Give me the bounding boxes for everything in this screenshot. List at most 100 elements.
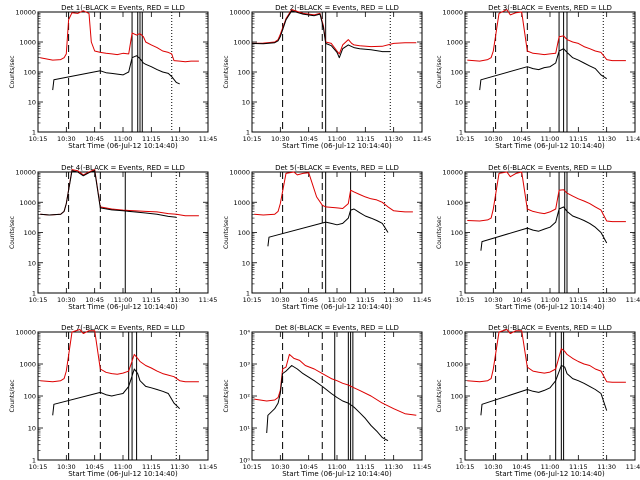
x-tick-label: 10:15 [456,296,475,304]
x-tick-label: 11:00 [114,135,133,143]
x-tick-label: 10:30 [271,463,290,471]
y-tick-label: 100 [451,393,463,401]
plot-frame [251,11,423,133]
y-tick-label: 10 [242,99,250,107]
events-series-line [251,10,391,59]
panel-title: Det 7(-BLACK = Events, RED = LLD [61,324,185,332]
panel-title: Det 9(-BLACK = Events, RED = LLD [488,324,612,332]
x-axis-label: Start Time (06-Jul-12 10:14:40) [282,142,392,150]
lld-series-line [40,329,199,383]
lld-series-line [254,353,417,416]
y-tick-label: 100 [24,229,36,237]
detector-panel: 1 10 100 1000 10000 10:15 10:30 10:45 11:00 11:15… [9,324,217,478]
y-axis-label: Counts/sec [436,216,443,249]
x-tick-label: 11:45 [199,463,218,471]
x-tick-label: 10:30 [57,296,76,304]
panel-title: Det 6(-BLACK = Events, RED = LLD [488,164,612,172]
x-tick-label: 11:15 [356,296,375,304]
y-tick-label: 1000 [446,199,463,207]
panel-title: Det 8(-BLACK = Events, RED = LLD [275,324,399,332]
x-tick-label: 11:30 [170,463,189,471]
x-tick-label: 11:30 [170,135,189,143]
x-tick-label: 10:15 [29,296,48,304]
y-axis-label: Counts/sec [436,379,443,412]
x-tick-label: 11:15 [356,135,375,143]
panel-title: Det 5(-BLACK = Events, RED = LLD [275,164,399,172]
y-axis-label: Counts/sec [9,216,16,249]
y-tick-label: 10000 [442,9,463,17]
y-tick-label: 1000 [19,361,36,369]
lld-series-line [40,169,199,217]
x-axis-label: Start Time (06-Jul-12 10:14:40) [282,303,392,311]
y-tick-label: 10 [28,425,36,433]
events-series-line [266,365,389,442]
x-tick-label: 11:00 [114,296,133,304]
events-series-line [479,48,607,91]
y-tick-label: 10¹ [239,425,250,433]
x-tick-label: 11:45 [413,135,432,143]
x-tick-label: 10:45 [85,135,104,143]
y-tick-label: 1 [459,457,463,465]
y-tick-label: 10000 [15,329,36,337]
x-tick-label: 10:30 [484,296,503,304]
y-tick-label: 10000 [15,9,36,17]
x-tick-label: 10:45 [299,296,318,304]
y-tick-label: 1 [459,129,463,137]
y-tick-label: 1 [459,290,463,298]
plot-frame [37,331,209,461]
x-tick-label: 11:00 [541,135,560,143]
y-tick-label: 1 [246,290,250,298]
y-axis-label: Counts/sec [9,379,16,412]
y-tick-label: 1 [32,457,36,465]
x-tick-label: 10:30 [57,463,76,471]
x-tick-label: 10:15 [243,296,262,304]
x-axis-label: Start Time (06-Jul-12 10:14:40) [282,470,392,478]
plot-frame [464,171,636,294]
x-tick-label: 10:15 [29,135,48,143]
y-tick-label: 10⁴ [239,329,250,337]
x-tick-label: 11:45 [413,296,432,304]
y-tick-label: 10 [455,259,463,267]
events-series-line [480,365,608,416]
detector-panel: 1 10 100 1000 10000 10:15 10:30 10:45 11:00 11:15… [223,4,431,150]
panel-title: Det 4(-BLACK = Events, RED = LLD [61,164,185,172]
y-tick-label: 1 [32,290,36,298]
y-tick-label: 100 [238,229,250,237]
events-series-line [267,208,389,247]
x-tick-label: 11:15 [569,135,588,143]
plot-frame [251,171,423,294]
events-series-line [52,368,181,416]
y-tick-label: 10 [455,99,463,107]
y-tick-label: 100 [24,69,36,77]
y-tick-label: 10 [28,259,36,267]
lld-series-line [467,9,626,62]
y-tick-label: 10 [28,99,36,107]
y-tick-label: 100 [24,393,36,401]
plot-frame [251,331,423,461]
x-tick-label: 10:15 [243,463,262,471]
x-tick-label: 10:45 [85,296,104,304]
y-tick-label: 1000 [233,39,250,47]
y-tick-label: 10000 [229,169,250,177]
y-tick-label: 1000 [19,199,36,207]
x-tick-label: 11:30 [170,296,189,304]
y-tick-label: 1000 [233,199,250,207]
x-tick-label: 11:00 [114,463,133,471]
events-series-line [52,55,180,91]
x-tick-label: 11:45 [626,463,640,471]
x-axis-label: Start Time (06-Jul-12 10:14:40) [495,303,605,311]
x-tick-label: 11:45 [413,463,432,471]
x-tick-label: 11:00 [328,463,347,471]
plot-frame [464,11,636,133]
y-tick-label: 1 [246,129,250,137]
x-tick-label: 11:30 [384,296,403,304]
x-tick-label: 10:45 [512,296,531,304]
x-axis-label: Start Time (06-Jul-12 10:14:40) [68,303,178,311]
y-tick-label: 1000 [446,361,463,369]
detector-panel: 1 10 100 1000 10000 10:15 10:30 10:45 11:00 11:15… [436,4,640,150]
x-axis-label: Start Time (06-Jul-12 10:14:40) [68,142,178,150]
x-tick-label: 11:00 [541,296,560,304]
lld-series-line [251,9,417,55]
y-tick-label: 1 [32,129,36,137]
